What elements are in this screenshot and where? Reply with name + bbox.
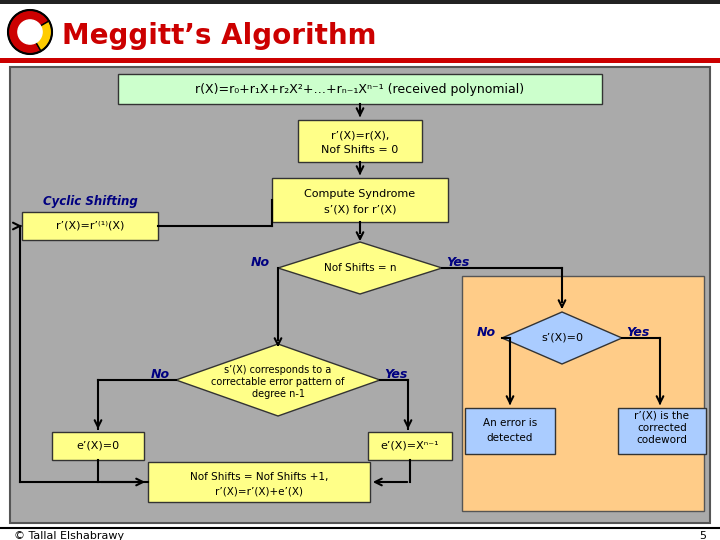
Text: Yes: Yes: [384, 368, 408, 381]
Text: e’(X)=Xⁿ⁻¹: e’(X)=Xⁿ⁻¹: [381, 441, 439, 451]
Text: r’(X)=r’⁽¹⁾(X): r’(X)=r’⁽¹⁾(X): [56, 221, 124, 231]
Text: Meggitt’s Algorithm: Meggitt’s Algorithm: [62, 22, 377, 50]
FancyBboxPatch shape: [148, 462, 370, 502]
Text: No: No: [477, 326, 496, 339]
Text: degree n-1: degree n-1: [251, 389, 305, 399]
FancyBboxPatch shape: [298, 120, 422, 162]
FancyBboxPatch shape: [118, 74, 602, 104]
Text: Compute Syndrome: Compute Syndrome: [305, 189, 415, 199]
Text: r’(X)=r(X),: r’(X)=r(X),: [330, 130, 390, 140]
Polygon shape: [278, 242, 442, 294]
Text: codeword: codeword: [636, 435, 688, 445]
Text: r’(X) is the: r’(X) is the: [634, 411, 690, 421]
Text: Nof Shifts = 0: Nof Shifts = 0: [321, 145, 399, 155]
Text: An error is: An error is: [483, 418, 537, 428]
Text: Nof Shifts = Nof Shifts +1,: Nof Shifts = Nof Shifts +1,: [190, 472, 328, 482]
Text: r(X)=r₀+r₁X+r₂X²+…+rₙ₋₁Xⁿ⁻¹ (received polynomial): r(X)=r₀+r₁X+r₂X²+…+rₙ₋₁Xⁿ⁻¹ (received po…: [195, 84, 525, 97]
FancyBboxPatch shape: [618, 408, 706, 454]
FancyBboxPatch shape: [10, 67, 710, 523]
Wedge shape: [30, 21, 52, 51]
Text: Yes: Yes: [626, 326, 649, 339]
FancyBboxPatch shape: [52, 432, 144, 460]
Polygon shape: [176, 344, 380, 416]
FancyBboxPatch shape: [272, 178, 448, 222]
Text: 5: 5: [699, 531, 706, 540]
Text: No: No: [151, 368, 170, 381]
Polygon shape: [502, 312, 622, 364]
Text: s’(X)=0: s’(X)=0: [541, 333, 583, 343]
FancyBboxPatch shape: [0, 4, 720, 62]
Text: corrected: corrected: [637, 423, 687, 433]
Wedge shape: [8, 10, 49, 54]
FancyBboxPatch shape: [0, 0, 720, 4]
Text: detected: detected: [487, 433, 534, 443]
Text: No: No: [251, 255, 270, 268]
Text: r’(X)=r’(X)+e’(X): r’(X)=r’(X)+e’(X): [215, 486, 303, 496]
Circle shape: [8, 10, 52, 54]
FancyBboxPatch shape: [462, 276, 704, 511]
Text: s’(X) corresponds to a: s’(X) corresponds to a: [225, 365, 332, 375]
FancyBboxPatch shape: [368, 432, 452, 460]
Text: © Tallal Elshabrawy: © Tallal Elshabrawy: [14, 531, 124, 540]
Text: s’(X) for r’(X): s’(X) for r’(X): [324, 204, 396, 214]
Text: e’(X)=0: e’(X)=0: [76, 441, 120, 451]
FancyBboxPatch shape: [0, 58, 720, 63]
FancyBboxPatch shape: [22, 212, 158, 240]
Text: Yes: Yes: [446, 255, 469, 268]
Circle shape: [18, 20, 42, 44]
Text: Nof Shifts = n: Nof Shifts = n: [324, 263, 396, 273]
FancyBboxPatch shape: [465, 408, 555, 454]
Text: Cyclic Shifting: Cyclic Shifting: [42, 195, 138, 208]
Text: correctable error pattern of: correctable error pattern of: [211, 377, 345, 387]
